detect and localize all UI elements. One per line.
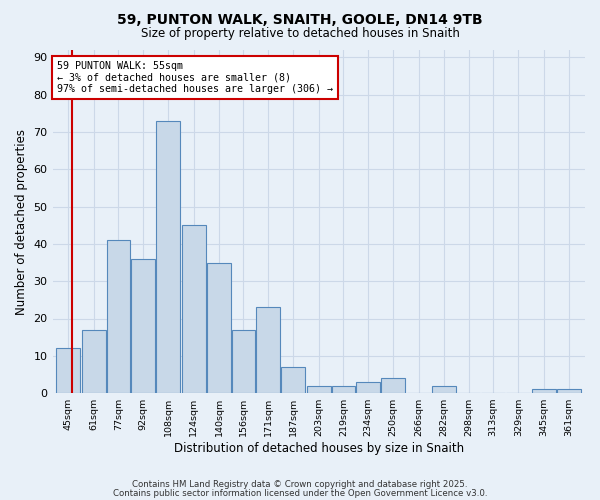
- Bar: [107, 240, 130, 393]
- Bar: [307, 386, 331, 393]
- Text: 59, PUNTON WALK, SNAITH, GOOLE, DN14 9TB: 59, PUNTON WALK, SNAITH, GOOLE, DN14 9TB: [117, 12, 483, 26]
- Bar: [131, 259, 155, 393]
- Bar: [356, 382, 380, 393]
- Text: Size of property relative to detached houses in Snaith: Size of property relative to detached ho…: [140, 28, 460, 40]
- Bar: [82, 330, 106, 393]
- Bar: [56, 348, 80, 393]
- Y-axis label: Number of detached properties: Number of detached properties: [15, 128, 28, 314]
- Bar: [232, 330, 255, 393]
- X-axis label: Distribution of detached houses by size in Snaith: Distribution of detached houses by size …: [174, 442, 464, 455]
- Bar: [432, 386, 456, 393]
- Bar: [156, 121, 180, 393]
- Bar: [557, 390, 581, 393]
- Text: Contains HM Land Registry data © Crown copyright and database right 2025.: Contains HM Land Registry data © Crown c…: [132, 480, 468, 489]
- Bar: [332, 386, 355, 393]
- Bar: [256, 308, 280, 393]
- Bar: [182, 226, 206, 393]
- Bar: [207, 262, 231, 393]
- Bar: [532, 390, 556, 393]
- Bar: [281, 367, 305, 393]
- Text: Contains public sector information licensed under the Open Government Licence v3: Contains public sector information licen…: [113, 489, 487, 498]
- Text: 59 PUNTON WALK: 55sqm
← 3% of detached houses are smaller (8)
97% of semi-detach: 59 PUNTON WALK: 55sqm ← 3% of detached h…: [57, 61, 333, 94]
- Bar: [381, 378, 405, 393]
